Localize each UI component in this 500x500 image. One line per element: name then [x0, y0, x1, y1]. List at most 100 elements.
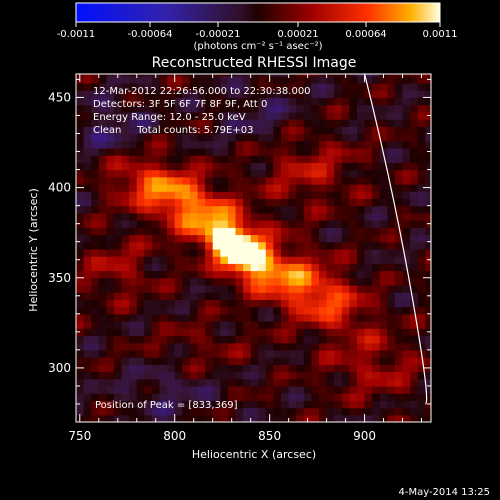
- heatmap-cell: [265, 140, 274, 149]
- heatmap-cell: [410, 277, 419, 286]
- heatmap-cell: [303, 407, 312, 416]
- heatmap-cell: [98, 321, 107, 329]
- heatmap-cell: [91, 198, 100, 207]
- heatmap-cell: [205, 364, 214, 373]
- heatmap-cell: [394, 147, 404, 156]
- heatmap-cell: [372, 198, 381, 207]
- heatmap-cell: [326, 162, 335, 171]
- heatmap-cell: [144, 313, 153, 322]
- heatmap-cell: [136, 155, 145, 163]
- heatmap-cell: [349, 321, 358, 329]
- heatmap-cell: [121, 342, 130, 351]
- heatmap-cell: [311, 227, 320, 236]
- heatmap-cell: [151, 313, 161, 322]
- heatmap-cell: [159, 104, 168, 113]
- heatmap-cell: [425, 299, 431, 308]
- heatmap-cell: [349, 74, 358, 77]
- heatmap-cell: [379, 285, 388, 293]
- heatmap-cell: [174, 75, 183, 84]
- heatmap-cell: [296, 400, 305, 409]
- heatmap-cell: [98, 248, 107, 257]
- heatmap-cell: [258, 414, 267, 422]
- heatmap-cell: [357, 162, 366, 171]
- heatmap-cell: [372, 191, 381, 200]
- heatmap-cell: [387, 191, 396, 200]
- heatmap-cell: [220, 248, 229, 257]
- heatmap-cell: [394, 234, 404, 243]
- heatmap-cell: [258, 97, 267, 106]
- heatmap-cell: [227, 306, 237, 315]
- heatmap-cell: [121, 205, 130, 214]
- heatmap-cell: [303, 285, 312, 293]
- heatmap-cell: [121, 292, 130, 301]
- heatmap-cell: [334, 75, 343, 84]
- heatmap-cell: [144, 299, 153, 308]
- heatmap-cell: [174, 74, 183, 77]
- heatmap-cell: [296, 97, 305, 106]
- heatmap-cell: [205, 75, 214, 84]
- heatmap-cell: [212, 378, 221, 387]
- heatmap-cell: [167, 414, 176, 422]
- heatmap-cell: [372, 299, 381, 308]
- heatmap-cell: [364, 162, 373, 171]
- heatmap-cell: [129, 321, 138, 329]
- heatmap-cell: [167, 241, 176, 250]
- heatmap-cell: [174, 306, 183, 315]
- heatmap-cell: [273, 313, 282, 322]
- heatmap-cell: [98, 299, 107, 308]
- heatmap-cell: [182, 342, 191, 351]
- heatmap-cell: [334, 205, 343, 214]
- heatmap-cell: [425, 234, 431, 243]
- heatmap-cell: [98, 104, 107, 113]
- heatmap-cell: [144, 133, 153, 142]
- heatmap-cell: [212, 393, 221, 402]
- heatmap-cell: [281, 285, 290, 293]
- heatmap-cell: [197, 342, 206, 351]
- heatmap-cell: [76, 119, 85, 127]
- heatmap-cell: [357, 212, 366, 221]
- heatmap-cell: [76, 147, 85, 156]
- heatmap-cell: [76, 335, 85, 344]
- heatmap-cell: [281, 241, 290, 250]
- heatmap-cell: [174, 126, 183, 135]
- heatmap-cell: [387, 169, 396, 178]
- heatmap-cell: [379, 234, 388, 243]
- heatmap-cell: [167, 191, 176, 200]
- heatmap-cell: [319, 205, 328, 214]
- heatmap-cell: [197, 306, 206, 315]
- heatmap-cell: [121, 299, 130, 308]
- heatmap-cell: [349, 385, 358, 394]
- heatmap-cell: [182, 119, 191, 127]
- heatmap-cell: [144, 407, 153, 416]
- heatmap-cell: [98, 335, 107, 344]
- heatmap-cell: [258, 400, 267, 409]
- heatmap-cell: [197, 270, 206, 279]
- heatmap-cell: [205, 248, 214, 257]
- heatmap-cell: [288, 241, 297, 250]
- heatmap-cell: [387, 133, 396, 142]
- heatmap-cell: [106, 133, 115, 142]
- heatmap-cell: [258, 83, 267, 91]
- heatmap-cell: [341, 111, 350, 120]
- heatmap-cell: [334, 140, 343, 149]
- heatmap-cell: [182, 256, 191, 264]
- heatmap-cell: [83, 220, 92, 228]
- heatmap-cell: [425, 126, 431, 135]
- heatmap-cell: [83, 83, 92, 91]
- heatmap-cell: [402, 241, 411, 250]
- heatmap-cell: [151, 306, 161, 315]
- heatmap-cell: [136, 234, 145, 243]
- heatmap-cell: [364, 321, 373, 329]
- heatmap-cell: [144, 74, 153, 77]
- heatmap-cell: [258, 220, 267, 228]
- heatmap-cell: [387, 306, 396, 315]
- heatmap-cell: [174, 342, 183, 351]
- heatmap-cell: [144, 349, 153, 358]
- heatmap-cell: [197, 313, 206, 322]
- heatmap-cell: [212, 90, 221, 99]
- heatmap-cell: [129, 371, 138, 380]
- heatmap-cell: [227, 133, 237, 142]
- heatmap-cell: [243, 169, 252, 178]
- heatmap-cell: [410, 162, 419, 171]
- heatmap-cell: [410, 97, 419, 106]
